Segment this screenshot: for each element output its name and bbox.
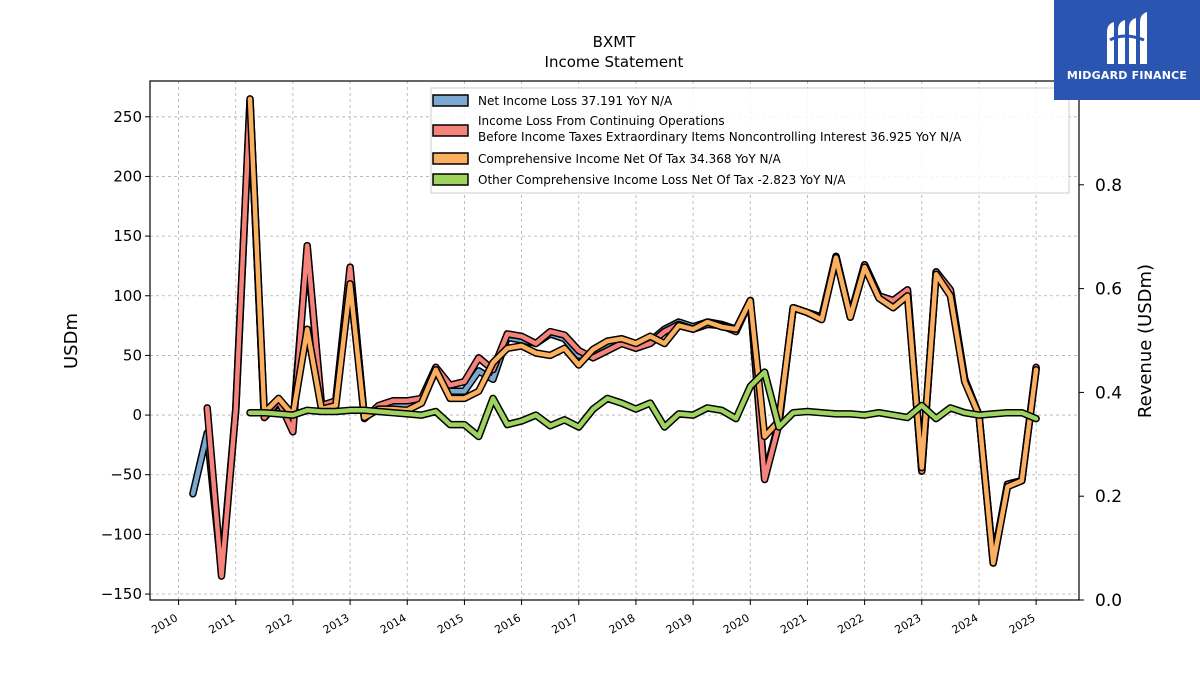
y2-tick-label: 0.6 <box>1095 280 1122 300</box>
x-tick-label: 2016 <box>492 611 523 636</box>
chart-subtitle: Income Statement <box>545 53 684 71</box>
x-tick-label: 2019 <box>664 611 695 636</box>
legend-swatch-other-comprehensive-income <box>432 173 469 186</box>
x-tick-label: 2025 <box>1007 611 1038 636</box>
y-tick-label: −50 <box>110 466 142 484</box>
legend-entry-other-comprehensive-income: Other Comprehensive Income Loss Net Of T… <box>478 173 846 187</box>
x-tick-label: 2010 <box>149 611 180 636</box>
legend-entry-comprehensive-income: Comprehensive Income Net Of Tax 34.368 Y… <box>478 152 782 166</box>
brand-mark-icon <box>1107 12 1147 64</box>
y2-tick-label: 0.0 <box>1095 591 1122 611</box>
x-tick-label: 2011 <box>207 611 238 636</box>
y-tick-label: 150 <box>113 227 142 245</box>
y-tick-label: 100 <box>113 287 142 305</box>
legend-box <box>430 87 1070 194</box>
series-line-other-comprehensive-income <box>247 369 1039 439</box>
series-lines <box>189 95 1040 580</box>
y-tick-label: 250 <box>113 108 142 126</box>
x-tick-label: 2012 <box>264 611 295 636</box>
x-tick-label: 2024 <box>950 611 981 636</box>
x-tick-label: 2021 <box>778 611 809 636</box>
brand-name: MIDGARD FINANCE <box>1066 69 1188 82</box>
y2-tick-label: 0.2 <box>1095 487 1122 507</box>
y-tick-label: 200 <box>113 167 142 185</box>
legend-entry-pretax-income-line1: Income Loss From Continuing Operations <box>478 114 725 128</box>
x-tick-label: 2018 <box>607 611 638 636</box>
x-tick-label: 2022 <box>835 611 866 636</box>
brand-logo-box: MIDGARD FINANCE <box>1054 0 1200 100</box>
x-tick-label: 2014 <box>378 611 409 636</box>
legend: Net Income Loss 37.191 YoY N/A Income Lo… <box>430 87 1070 194</box>
legend-swatch-pretax-income <box>432 124 469 137</box>
y-axis-label: USDm <box>61 313 82 369</box>
legend-swatch-comprehensive-income <box>432 152 469 165</box>
legend-entry-net-income: Net Income Loss 37.191 YoY N/A <box>478 94 673 108</box>
y2-tick-label: 0.8 <box>1095 176 1122 196</box>
y2-axis-label: Revenue (USDm) <box>1135 264 1156 418</box>
y-tick-label: 50 <box>123 346 142 364</box>
plot-frame <box>149 80 1080 601</box>
x-tick-label: 2015 <box>435 611 466 636</box>
x-tick-label: 2013 <box>321 611 352 636</box>
y-tick-label: −150 <box>101 585 142 603</box>
x-tick-label: 2023 <box>893 611 924 636</box>
x-tick-label: 2017 <box>550 611 581 636</box>
chart-title: BXMT <box>593 33 637 51</box>
legend-entry-pretax-income-line2: Before Income Taxes Extraordinary Items … <box>478 130 962 144</box>
y-tick-label: −100 <box>101 525 142 543</box>
legend-swatch-net-income <box>432 94 469 107</box>
y2-tick-label: 0.4 <box>1095 383 1122 403</box>
y-tick-label: 0 <box>132 406 142 424</box>
x-tick-label: 2020 <box>721 611 752 636</box>
